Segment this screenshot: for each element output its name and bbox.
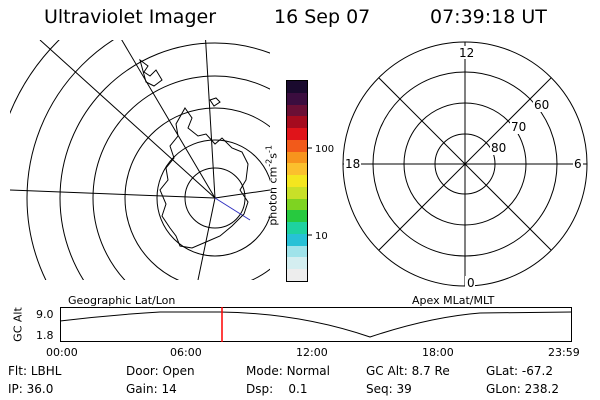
ip-value: 36.0 xyxy=(26,382,54,396)
polar-label-left: 18 xyxy=(345,157,360,171)
mode-label: Mode: xyxy=(246,364,283,378)
colorbar-segment xyxy=(287,151,307,164)
unit-exp-2: -1 xyxy=(264,145,274,153)
unit-photon-cm: photon cm xyxy=(266,166,280,226)
colorbar-segment xyxy=(287,175,307,187)
flt-value: LBHL xyxy=(30,364,62,378)
strip-xtick-1: 06:00 xyxy=(170,346,202,359)
colorbar-segment xyxy=(287,222,307,234)
polar-label-bottom: 0 xyxy=(467,276,475,290)
strip-xtick-4: 23:59 xyxy=(548,346,580,359)
gcalt-value: 8.7 Re xyxy=(411,364,450,378)
instrument-title: Ultraviolet Imager xyxy=(44,6,217,28)
colorbar-tick-100: 100 xyxy=(315,144,334,155)
unit-s: s xyxy=(266,152,280,159)
glon-label: GLon: xyxy=(486,382,521,396)
flt-label: Flt: xyxy=(8,364,27,378)
gcalt-field: GC Alt: 8.7 Re xyxy=(366,364,450,378)
strip-xtick-3: 18:00 xyxy=(422,346,454,359)
altitude-ymax: 9.0 xyxy=(36,308,54,321)
colorbar-segment xyxy=(287,198,307,211)
colorbar-segment xyxy=(287,104,307,117)
glat-value: -67.2 xyxy=(521,364,553,378)
colorbar-segment xyxy=(287,81,307,93)
mode-field: Mode: Normal xyxy=(246,364,330,378)
colorbar-segment xyxy=(287,210,307,223)
colorbar-segment xyxy=(287,92,307,105)
door-label: Door: xyxy=(126,364,159,378)
colorbar-segment xyxy=(287,186,307,199)
time-label: 07:39:18 UT xyxy=(430,6,547,28)
polar-label-top: 12 xyxy=(459,46,474,60)
colorbar-segment xyxy=(287,128,307,140)
polar-lat-80: 80 xyxy=(491,141,506,155)
polar-lat-60: 60 xyxy=(534,98,549,112)
gain-field: Gain: 14 xyxy=(126,382,177,396)
glat-label: GLat: xyxy=(486,364,519,378)
colorbar-segment xyxy=(287,163,307,176)
glat-field: GLat: -67.2 xyxy=(486,364,553,378)
strip-xtick-2: 12:00 xyxy=(296,346,328,359)
polar-label: Apex MLat/MLT xyxy=(412,294,495,307)
colorbar-segment xyxy=(287,269,307,282)
glon-field: GLon: 238.2 xyxy=(486,382,559,396)
polar-lat-70: 70 xyxy=(511,120,526,134)
intensity-colorbar xyxy=(286,80,308,282)
date-label: 16 Sep 07 xyxy=(274,6,371,28)
strip-xtick-0: 00:00 xyxy=(46,346,78,359)
colorbar-segment xyxy=(287,116,307,129)
glon-value: 238.2 xyxy=(524,382,559,396)
altitude-strip xyxy=(59,307,573,342)
door-value: Open xyxy=(162,364,195,378)
polar-plot: 12 18 6 0 60 70 80 xyxy=(342,41,588,290)
mode-value: Normal xyxy=(286,364,330,378)
gain-value: 14 xyxy=(161,382,177,396)
gcalt-label: GC Alt: xyxy=(366,364,408,378)
door-field: Door: Open xyxy=(126,364,195,378)
geographic-map xyxy=(10,40,270,280)
altitude-ylabel: GC Alt xyxy=(11,307,25,342)
altitude-ymin: 1.8 xyxy=(36,329,54,342)
seq-label: Seq: xyxy=(366,382,393,396)
colorbar-segment xyxy=(287,257,307,270)
colorbar-tick-10: 10 xyxy=(315,231,328,242)
polar-label-right: 6 xyxy=(574,157,582,171)
colorbar-segment xyxy=(287,139,307,152)
ip-label: IP: xyxy=(8,382,23,396)
colorbar-ticks: 100 10 xyxy=(307,144,334,242)
flt-field: Flt: LBHL xyxy=(8,364,61,378)
gain-label: Gain: xyxy=(126,382,158,396)
colorbar-segment xyxy=(287,233,307,246)
seq-field: Seq: 39 xyxy=(366,382,412,396)
colorbar-segment xyxy=(287,245,307,258)
dsp-field: Dsp: 0.1 xyxy=(246,382,308,396)
dsp-label: Dsp: xyxy=(246,382,274,396)
ip-field: IP: 36.0 xyxy=(8,382,53,396)
geographic-label: Geographic Lat/Lon xyxy=(68,294,176,307)
unit-exp-1: -2 xyxy=(264,158,274,167)
seq-value: 39 xyxy=(396,382,412,396)
dsp-value: 0.1 xyxy=(288,382,308,396)
colorbar-unit-label: photon cm-2s-1 xyxy=(265,135,280,235)
